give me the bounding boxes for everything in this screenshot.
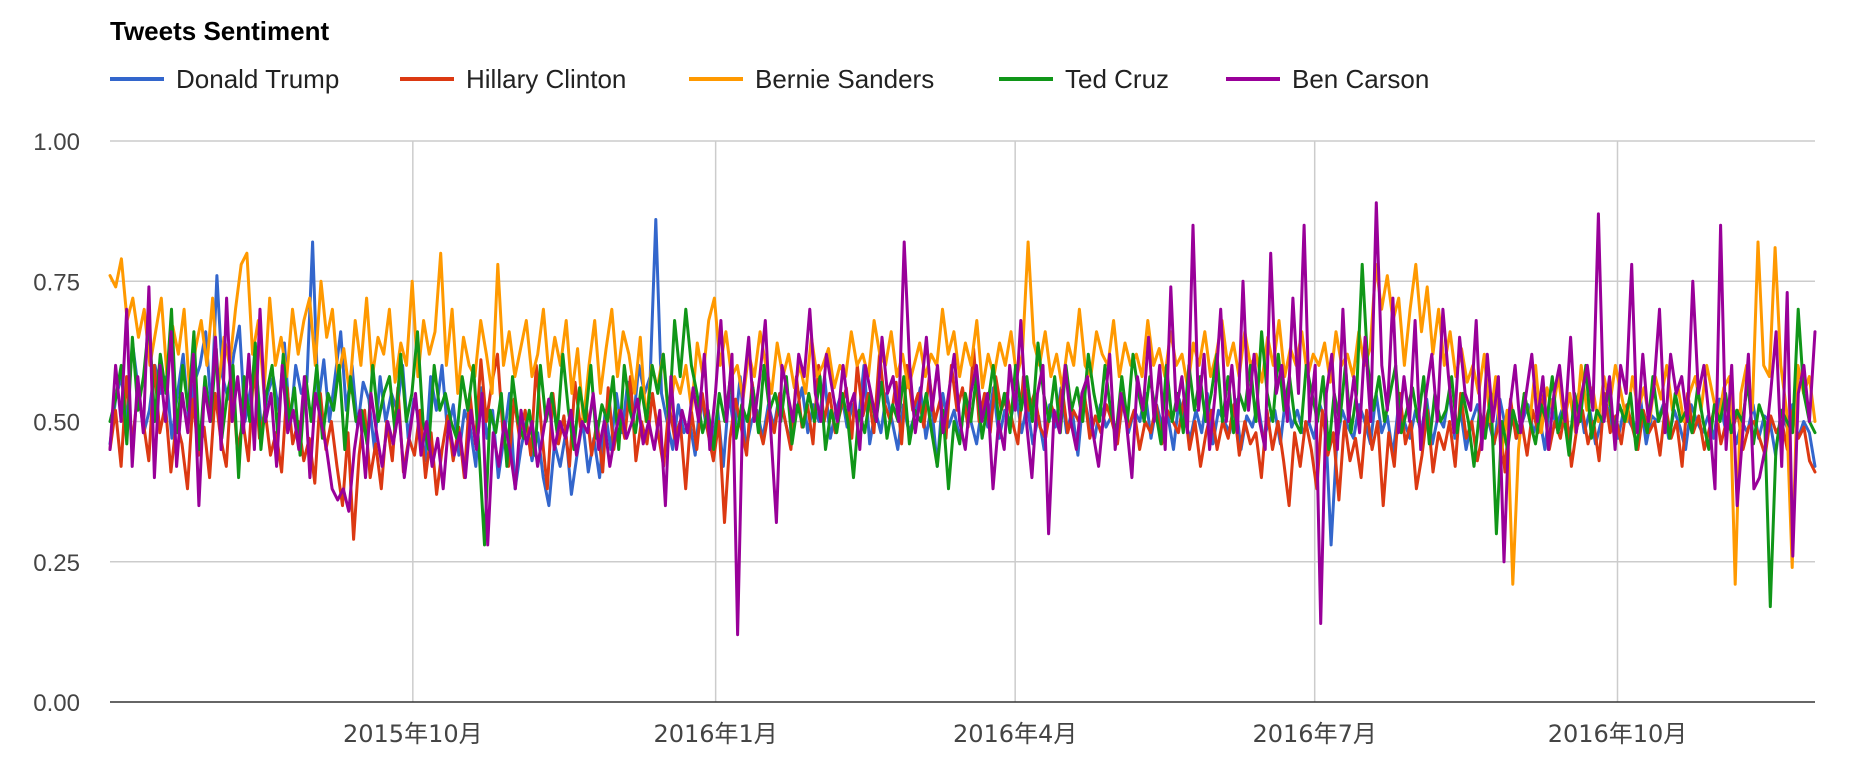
x-tick-label: 2015年10月 (343, 720, 483, 748)
legend-label: Donald Trump (176, 64, 339, 94)
series-layer (110, 203, 1815, 635)
y-tick-label: 1.00 (33, 129, 80, 156)
y-tick-label: 0.75 (33, 269, 80, 296)
legend-label: Bernie Sanders (755, 64, 934, 94)
legend: Donald Trump Hillary Clinton Bernie Sander… (110, 64, 1429, 94)
legend-label: Ben Carson (1292, 64, 1429, 94)
x-tick-label: 2016年10月 (1548, 720, 1688, 748)
y-tick-label: 0.50 (33, 410, 80, 437)
legend-label: Hillary Clinton (466, 64, 626, 94)
y-tick-label: 0.25 (33, 550, 80, 577)
x-tick-label: 2016年7月 (1253, 720, 1377, 748)
legend-label: Ted Cruz (1065, 64, 1169, 94)
x-tick-label: 2016年1月 (653, 720, 777, 748)
x-tick-label: 2016年4月 (953, 720, 1077, 748)
chart-title: Tweets Sentiment (110, 16, 329, 46)
y-tick-label: 0.00 (33, 690, 80, 717)
